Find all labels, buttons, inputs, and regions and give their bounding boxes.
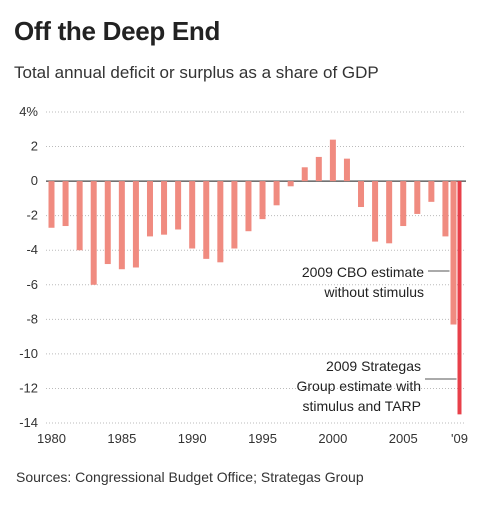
y-tick-label: -6 <box>26 277 38 292</box>
annotation-strategas-line: 2009 Strategas <box>326 358 421 374</box>
bar-1990 <box>189 181 196 249</box>
x-tick-label: 1990 <box>178 431 207 446</box>
chart-subtitle: Total annual deficit or surplus as a sha… <box>14 63 379 82</box>
x-tick-label: 1980 <box>37 431 66 446</box>
bar-1997 <box>287 181 294 187</box>
y-tick-label: -2 <box>26 208 38 223</box>
bar-2005 <box>400 181 407 227</box>
bar-1996 <box>273 181 280 206</box>
annotation-cbo: 2009 CBO estimate without stimulus <box>302 264 450 300</box>
annotations: 2009 CBO estimate without stimulus 2009 St… <box>297 264 457 414</box>
source-note: Sources: Congressional Budget Office; St… <box>16 469 364 485</box>
bar-2000 <box>329 139 336 182</box>
annotation-strategas: 2009 Strategas Group estimate with stimulu… <box>297 358 457 414</box>
y-tick-label: -12 <box>19 380 38 395</box>
annotation-cbo-line: 2009 CBO estimate <box>302 264 424 280</box>
x-tick-label: 2000 <box>318 431 347 446</box>
bars <box>48 139 462 415</box>
bar-1992 <box>217 181 224 263</box>
x-tick-label: 1995 <box>248 431 277 446</box>
gridlines <box>46 111 466 424</box>
chart-title: Off the Deep End <box>14 16 221 46</box>
bar-1986 <box>132 181 139 268</box>
x-tick-label: '09 <box>451 431 468 446</box>
bar-2007 <box>428 181 435 202</box>
bar-2009-strategas <box>457 181 462 415</box>
bar-1983 <box>90 181 97 285</box>
bar-2002 <box>358 181 365 208</box>
bar-1982 <box>76 181 83 251</box>
bar-2006 <box>414 181 421 214</box>
y-tick-label: 4% <box>19 104 38 119</box>
bar-1995 <box>259 181 266 220</box>
bar-1984 <box>104 181 111 265</box>
bar-1991 <box>203 181 210 259</box>
bar-2009-cbo <box>450 181 457 325</box>
bar-1993 <box>231 181 238 249</box>
x-tick-label: 2005 <box>389 431 418 446</box>
bar-2008 <box>442 181 449 237</box>
bar-1999 <box>315 156 322 182</box>
bar-1987 <box>146 181 153 237</box>
bar-1994 <box>245 181 252 232</box>
bar-1989 <box>175 181 182 230</box>
y-tick-label: 2 <box>31 139 38 154</box>
bar-1980 <box>48 181 55 228</box>
bar-1998 <box>301 167 308 182</box>
y-tick-label: -8 <box>26 311 38 326</box>
annotation-strategas-line: stimulus and TARP <box>302 398 421 414</box>
bar-2004 <box>386 181 393 244</box>
bar-2001 <box>343 158 350 182</box>
annotation-cbo-line: without stimulus <box>323 284 424 300</box>
bar-1981 <box>62 181 69 227</box>
annotation-strategas-line: Group estimate with <box>297 378 422 394</box>
x-tick-label: 1985 <box>107 431 136 446</box>
bar-1985 <box>118 181 125 270</box>
y-tick-label: -10 <box>19 346 38 361</box>
y-tick-label: -14 <box>19 415 38 430</box>
y-tick-label: -4 <box>26 242 38 257</box>
bar-1988 <box>161 181 168 235</box>
y-tick-label: 0 <box>31 173 38 188</box>
bar-2003 <box>372 181 379 242</box>
